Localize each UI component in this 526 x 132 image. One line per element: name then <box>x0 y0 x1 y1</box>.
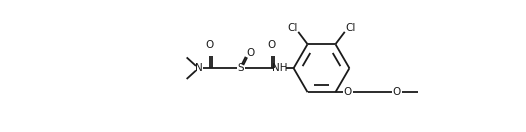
Text: O: O <box>246 48 255 58</box>
Text: S: S <box>238 63 244 73</box>
Text: O: O <box>268 41 276 51</box>
Text: Cl: Cl <box>288 23 298 33</box>
Text: O: O <box>392 87 401 97</box>
Text: NH: NH <box>272 63 287 73</box>
Text: O: O <box>206 41 214 51</box>
Text: N: N <box>195 63 203 73</box>
Text: O: O <box>343 87 352 97</box>
Text: Cl: Cl <box>345 23 356 33</box>
